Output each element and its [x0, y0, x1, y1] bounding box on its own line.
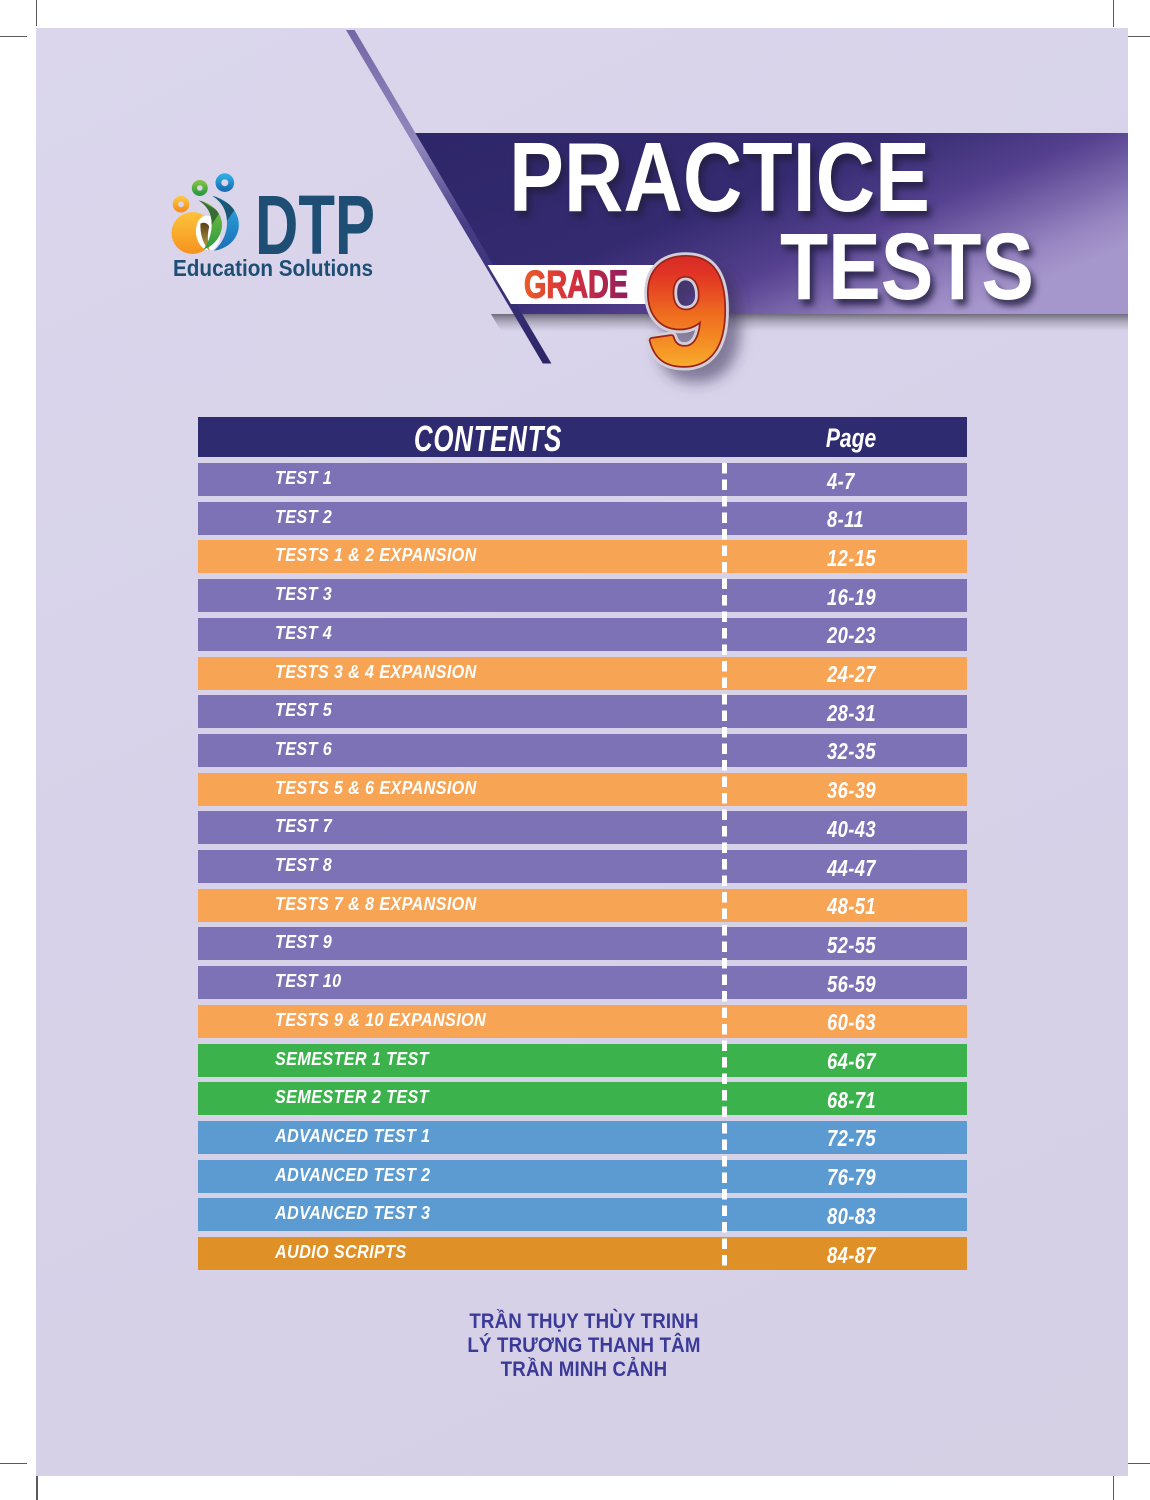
- svg-text:Education Solutions: Education Solutions: [173, 255, 373, 281]
- svg-text:DTP: DTP: [255, 179, 375, 273]
- svg-text:TESTS: TESTS: [780, 214, 1034, 320]
- svg-text:9: 9: [645, 227, 728, 395]
- svg-text:PRACTICE: PRACTICE: [509, 122, 930, 232]
- svg-text:GRADE: GRADE: [524, 264, 628, 307]
- svg-text:9: 9: [645, 227, 728, 395]
- svg-text:9: 9: [645, 227, 728, 395]
